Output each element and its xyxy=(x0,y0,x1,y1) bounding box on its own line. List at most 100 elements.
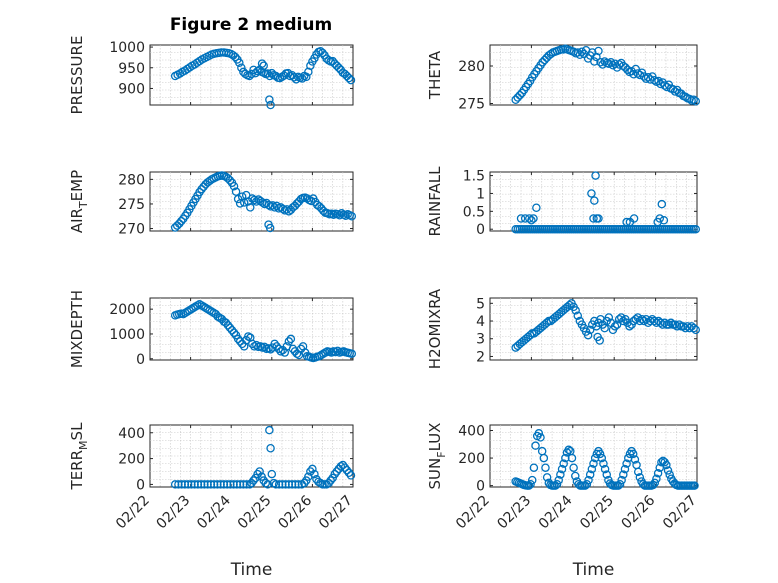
data-point xyxy=(306,61,315,70)
data-point xyxy=(271,480,281,489)
data-point xyxy=(594,214,603,223)
data-point xyxy=(237,63,246,73)
data-point xyxy=(599,459,608,468)
data-point xyxy=(347,349,357,359)
data-point xyxy=(633,467,643,477)
data-point xyxy=(344,468,354,478)
data-point xyxy=(691,325,701,335)
data-point xyxy=(235,480,245,489)
y-tick-label: 4 xyxy=(476,314,485,330)
y-tick-label: 0 xyxy=(136,477,145,493)
data-point xyxy=(263,480,272,489)
data-point xyxy=(187,480,196,489)
data-point xyxy=(539,453,549,463)
y-axis-label: AIRTEMP xyxy=(68,170,90,233)
data-point xyxy=(534,429,544,438)
data-point xyxy=(622,217,631,227)
data-point xyxy=(250,195,259,205)
data-point xyxy=(180,480,190,489)
data-point xyxy=(284,337,294,346)
data-point xyxy=(232,480,242,489)
data-point xyxy=(229,182,239,191)
data-point xyxy=(590,57,599,66)
data-point xyxy=(324,478,333,488)
data-point xyxy=(222,480,232,489)
data-point xyxy=(289,73,299,82)
data-point xyxy=(235,58,244,68)
data-point xyxy=(292,349,302,359)
data-point xyxy=(589,214,598,223)
data-point xyxy=(689,95,698,105)
data-point xyxy=(622,459,631,468)
data-point xyxy=(272,342,281,351)
data-point xyxy=(266,100,275,110)
y-tick-label: 280 xyxy=(118,172,145,188)
data-point xyxy=(274,344,283,354)
y-axis-label: RAINFALL xyxy=(426,166,444,237)
data-point xyxy=(662,460,671,470)
data-point xyxy=(206,480,216,489)
data-point xyxy=(653,468,663,478)
data-point xyxy=(190,480,199,489)
data-point xyxy=(227,325,237,335)
y-tick-label: 1 xyxy=(476,186,485,202)
data-point xyxy=(332,467,342,476)
data-point xyxy=(196,480,206,489)
data-point xyxy=(263,69,272,78)
data-point xyxy=(573,48,583,57)
mixdepth-panel: 0 1000 2000 MIXDEPTH xyxy=(68,290,357,368)
data-point xyxy=(239,480,248,489)
data-point xyxy=(612,320,622,329)
data-point xyxy=(659,216,669,225)
data-point xyxy=(655,214,664,223)
data-point xyxy=(284,480,294,489)
data-point xyxy=(316,478,325,488)
data-point xyxy=(620,464,630,474)
data-point xyxy=(259,61,268,70)
data-point xyxy=(257,59,267,68)
data-point xyxy=(308,464,317,474)
data-point xyxy=(567,453,577,463)
data-point xyxy=(691,97,701,106)
data-point xyxy=(219,480,229,489)
data-point xyxy=(341,211,350,221)
data-point xyxy=(338,460,348,470)
data-point xyxy=(193,480,203,489)
y-tick-label: 200 xyxy=(458,451,485,467)
y-tick-label: 950 xyxy=(118,61,145,77)
data-point xyxy=(529,463,539,472)
data-point xyxy=(170,480,180,489)
y-tick-label: 0 xyxy=(476,479,485,495)
data-point xyxy=(664,320,674,329)
data-point xyxy=(596,58,605,67)
data-point xyxy=(565,300,574,310)
data-point xyxy=(229,480,238,489)
data-point xyxy=(333,346,342,356)
data-point xyxy=(617,475,626,485)
y-tick-label: 2000 xyxy=(109,302,145,318)
data-point xyxy=(631,315,640,324)
data-point xyxy=(650,478,660,488)
data-point xyxy=(525,214,534,223)
theta-panel: 275 280 THETA xyxy=(426,44,701,113)
data-point xyxy=(226,480,235,489)
data-point xyxy=(216,480,225,489)
data-point xyxy=(585,470,595,479)
data-point xyxy=(209,480,219,489)
data-point xyxy=(665,470,674,479)
data-point xyxy=(650,76,659,85)
data-point xyxy=(629,214,639,223)
data-point xyxy=(344,73,354,83)
data-point xyxy=(221,318,231,328)
data-point xyxy=(321,348,330,357)
y-axis-label: THETA xyxy=(426,50,444,100)
data-point xyxy=(174,480,183,489)
data-point xyxy=(287,480,297,489)
data-point xyxy=(582,479,592,489)
data-point xyxy=(571,471,580,481)
data-point xyxy=(595,336,604,345)
data-point xyxy=(326,476,335,485)
y-tick-label: 0 xyxy=(136,352,145,368)
data-point xyxy=(619,470,628,479)
